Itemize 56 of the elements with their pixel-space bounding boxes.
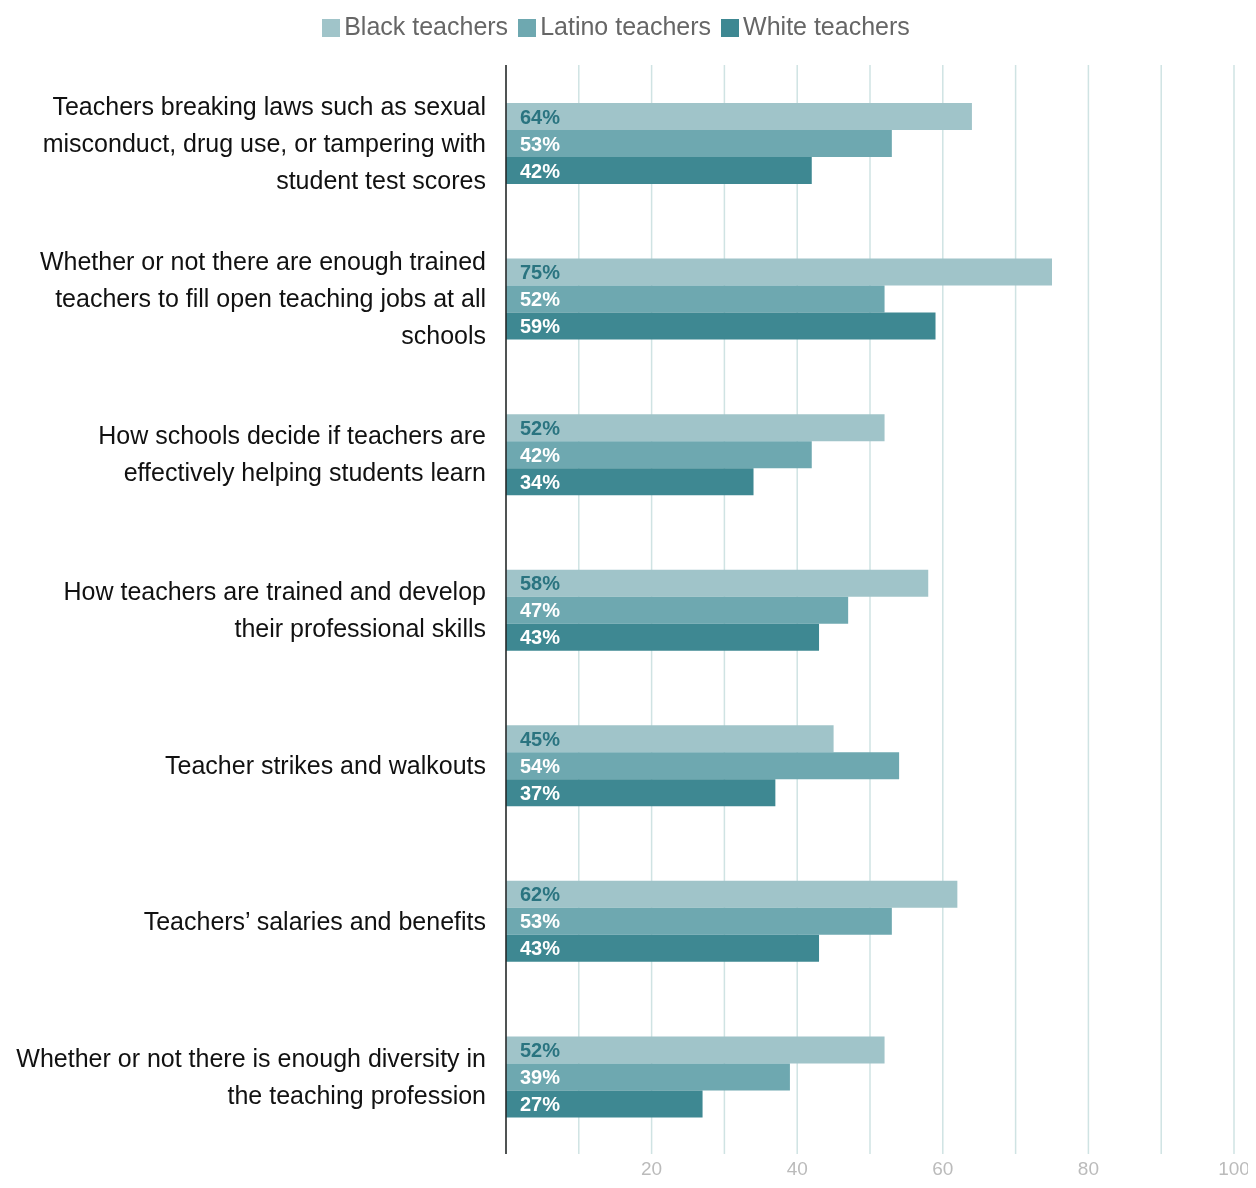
data-label: 37% [520, 781, 561, 804]
data-label: 27% [520, 1093, 561, 1116]
data-label: 43% [520, 626, 561, 649]
legend-label: White teachers [743, 12, 910, 40]
data-label: 75% [520, 261, 561, 284]
data-label: 42% [520, 159, 561, 182]
y-tick-label: Teacher strikes and walkouts [165, 751, 486, 780]
bar [506, 596, 849, 624]
data-label: 59% [520, 315, 561, 338]
data-label: 43% [520, 937, 561, 960]
data-label: 42% [520, 443, 561, 466]
bar [506, 1036, 885, 1064]
data-label: 47% [520, 599, 561, 622]
bar [506, 441, 812, 469]
y-tick-label: Teachers’ salaries and benefits [143, 906, 486, 935]
bar [506, 880, 958, 908]
bar [506, 779, 776, 807]
data-label: 64% [520, 105, 561, 128]
bar [506, 285, 885, 313]
x-tick-label: 60 [932, 1158, 954, 1180]
data-label: 53% [520, 910, 561, 933]
x-tick-label: 20 [641, 1158, 663, 1180]
bar [506, 623, 820, 651]
data-label: 54% [520, 754, 561, 777]
y-tick-label: How teachers are trained and develop their professional skills [63, 577, 486, 642]
bar [506, 569, 929, 597]
legend-label: Black teachers [344, 12, 509, 40]
bar [506, 312, 936, 340]
bar [506, 414, 885, 442]
bar [506, 157, 812, 184]
data-label: 45% [520, 727, 561, 750]
y-tick-label: How schools decide if teachers are effectively helping students learn [98, 421, 486, 487]
bar [506, 934, 820, 962]
x-tick-label: 40 [786, 1158, 808, 1180]
bar [506, 1090, 703, 1118]
data-label: 52% [520, 288, 561, 311]
bar [506, 258, 1052, 286]
y-tick-label: Whether or not there are enough trained teachers to fill open teaching jobs at all schools [39, 247, 486, 350]
x-tick-label: 80 [1077, 1158, 1099, 1180]
data-label: 34% [520, 470, 561, 493]
legend-label: Latino teachers [540, 12, 712, 40]
bar [506, 725, 834, 753]
data-label: 52% [520, 1039, 561, 1062]
bar [506, 907, 892, 935]
data-label: 52% [520, 416, 561, 439]
bar [506, 1063, 790, 1091]
bar [506, 752, 900, 780]
bar [506, 468, 754, 496]
data-label: 39% [520, 1066, 561, 1089]
data-label: 53% [520, 132, 561, 155]
bar [506, 103, 972, 130]
data-label: 58% [520, 572, 561, 595]
y-tick-label: Whether or not there is enough diversity in the teaching profession [16, 1043, 486, 1109]
y-tick-label: Teachers breaking laws such as sexual misconduct, drug use, or tampering with student test scores [42, 91, 486, 194]
bar [506, 130, 892, 157]
data-label: 62% [520, 883, 561, 906]
